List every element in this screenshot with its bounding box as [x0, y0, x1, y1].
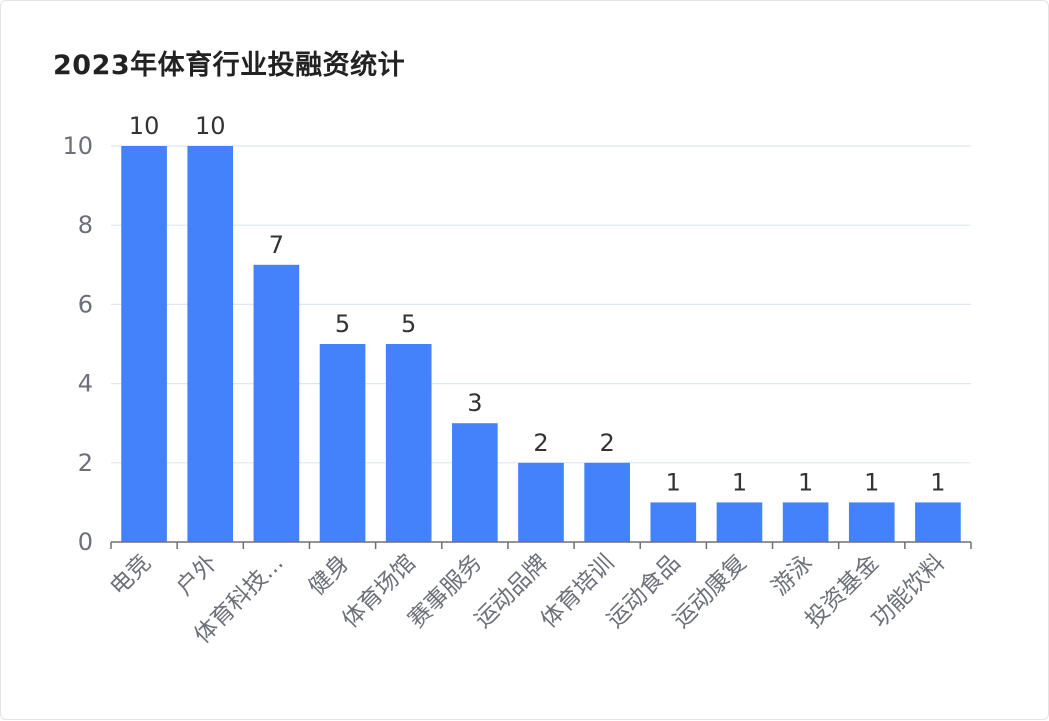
data-label: 3: [467, 389, 482, 417]
x-tick-label: 户外: [172, 550, 223, 601]
x-tick-label: 功能饮料: [867, 550, 950, 633]
data-label: 1: [666, 468, 681, 496]
bars: [121, 146, 961, 542]
data-label: 5: [401, 310, 416, 338]
y-tick-label: 6: [78, 290, 93, 318]
y-tick-label: 0: [78, 528, 93, 556]
data-label: 1: [930, 468, 945, 496]
y-tick-label: 2: [78, 449, 93, 477]
data-label: 2: [600, 429, 615, 457]
bar: [915, 502, 961, 542]
bar: [385, 344, 432, 542]
bar: [848, 502, 895, 542]
axes: [110, 541, 972, 549]
bar: [121, 146, 167, 542]
chart-title: 2023年体育行业投融资统计: [53, 50, 406, 81]
data-label: 1: [798, 468, 813, 496]
bar: [650, 502, 697, 542]
y-tick-label: 8: [78, 211, 93, 239]
bar: [253, 264, 300, 542]
bar: [584, 462, 630, 542]
bar: [187, 146, 234, 542]
data-label: 7: [269, 231, 284, 259]
data-label: 10: [195, 112, 226, 140]
data-label: 5: [335, 310, 350, 338]
data-label: 2: [533, 429, 548, 457]
x-tick-label: 电竞: [105, 550, 156, 601]
grid-lines: [111, 145, 971, 464]
data-label: 1: [732, 468, 747, 496]
bar: [782, 502, 829, 542]
x-tick-label: 游泳: [767, 550, 818, 601]
data-label: 1: [864, 468, 879, 496]
y-tick-label: 10: [62, 132, 93, 160]
bar: [716, 502, 763, 542]
y-tick-label: 4: [78, 370, 93, 398]
bar: [319, 344, 366, 542]
x-tick-label: 健身: [304, 550, 355, 601]
data-label: 10: [129, 112, 160, 140]
x-tick-label: 运动康复: [668, 550, 751, 633]
bar: [518, 462, 564, 542]
bar: [452, 423, 498, 542]
